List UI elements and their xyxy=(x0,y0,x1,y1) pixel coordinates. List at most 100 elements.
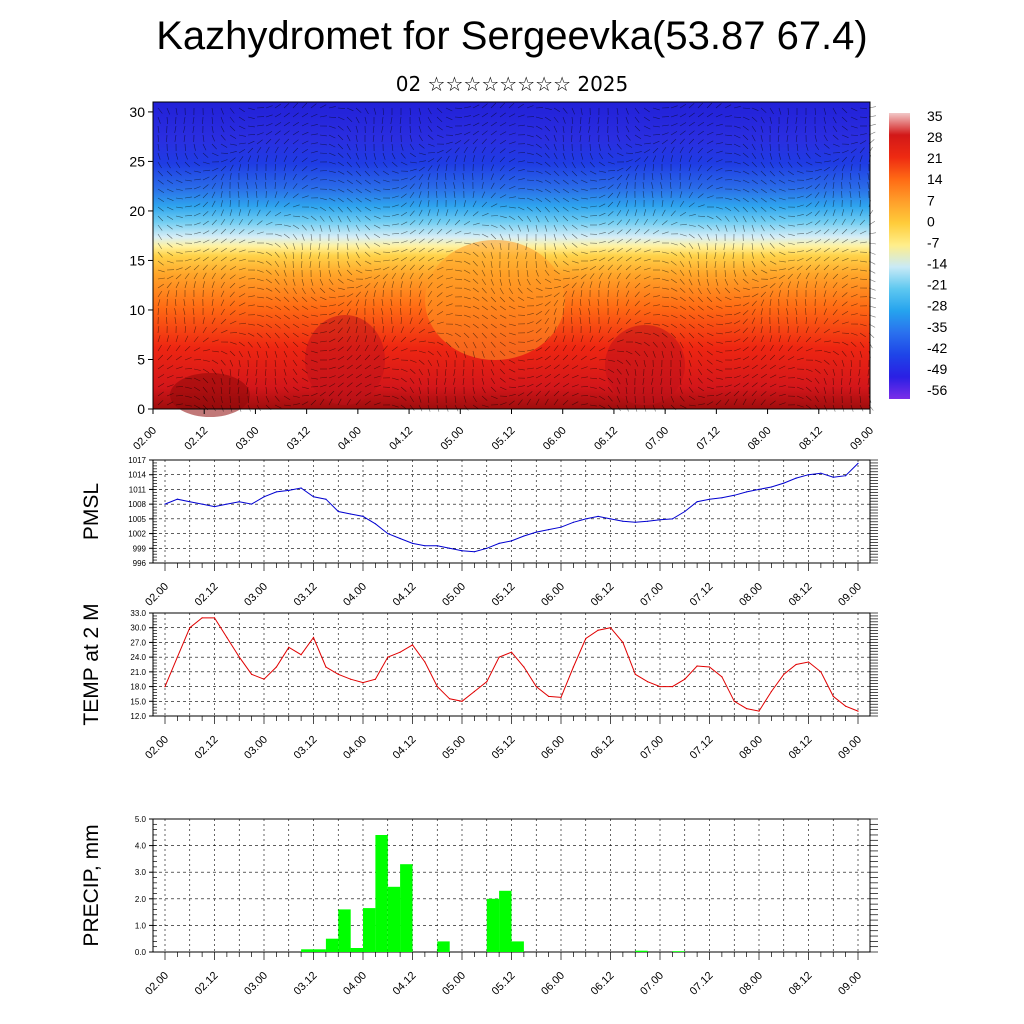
panel-precip-bar xyxy=(400,864,413,952)
panel-temp-data-point xyxy=(498,656,500,658)
panel-temp-y-tick-label: 21.0 xyxy=(130,668,146,677)
panel-pmsl-data-point xyxy=(362,515,364,518)
panel-precip-x-tick-label: 03.12 xyxy=(292,970,320,998)
panel-precip-y-tick-label: 2.0 xyxy=(135,895,147,904)
heatmap-x-tick-label: 09.00 xyxy=(848,425,876,453)
panel-temp-data-point xyxy=(684,678,686,680)
heatmap-x-tick-label: 06.00 xyxy=(541,425,569,453)
panel-temp-x-tick-label: 08.12 xyxy=(787,734,815,762)
panel-pmsl-data-point xyxy=(783,482,785,484)
panel-temp-x-tick-label: 05.12 xyxy=(490,734,518,762)
panel-pmsl-x-tick-label: 04.12 xyxy=(391,581,419,609)
colorbar-label: 28 xyxy=(927,129,943,145)
colorbar-label: 7 xyxy=(927,192,935,208)
panel-precip-bar xyxy=(387,886,401,952)
heatmap-x-tick-label: 05.00 xyxy=(438,425,466,453)
panel-temp-x-tick-label: 09.00 xyxy=(836,734,864,762)
panel-temp-data-point xyxy=(461,700,463,702)
panel-precip-x-tick-label: 02.12 xyxy=(193,970,221,998)
colorbar-label: -28 xyxy=(927,298,947,314)
panel-pmsl-x-tick-label: 06.12 xyxy=(589,581,617,609)
panel-precip-ylabel: PRECIP, mm xyxy=(80,824,103,946)
panel-pmsl-y-tick-label: 1005 xyxy=(128,515,146,524)
panel-pmsl-x-tick-label: 03.12 xyxy=(292,581,320,609)
panel-pmsl-data-point xyxy=(387,533,389,535)
panel-precip-bar xyxy=(672,951,685,952)
panel-pmsl-data-point xyxy=(436,545,438,547)
panel-temp-x-tick-label: 03.12 xyxy=(292,734,320,762)
colorbar-label: -56 xyxy=(927,382,947,398)
heatmap-x-tick-label: 07.00 xyxy=(643,425,671,453)
panel-pmsl-x-tick-label: 09.00 xyxy=(836,581,864,609)
panel-pmsl-x-tick-label: 08.12 xyxy=(787,581,815,609)
panel-pmsl-y-tick-label: 1017 xyxy=(128,456,146,465)
panel-pmsl-y-tick-label: 1011 xyxy=(129,485,147,494)
heatmap-y-tick-label: 30 xyxy=(129,104,145,120)
panel-precip-x-tick-label: 03.00 xyxy=(242,970,270,998)
panel-pmsl-data-point xyxy=(684,510,686,513)
panel-precip-x-tick-label: 04.00 xyxy=(341,970,369,998)
panel-precip-x-tick-label: 06.00 xyxy=(539,970,567,998)
panel-temp-data-point xyxy=(671,686,674,688)
colorbar-label: -14 xyxy=(927,256,947,272)
panel-temp-data-point xyxy=(251,673,253,675)
panel-temp-data-point xyxy=(696,665,698,667)
panel-pmsl-x-tick-label: 07.00 xyxy=(638,581,666,609)
panel-pmsl-data-point xyxy=(807,474,810,476)
panel-temp-data-point xyxy=(337,673,339,675)
panel-pmsl-data-point xyxy=(845,475,847,477)
panel-precip-bar xyxy=(437,941,450,952)
panel-precip-bar xyxy=(301,949,314,952)
panel-pmsl-x-tick-label: 07.12 xyxy=(688,581,716,609)
panel-precip-bar xyxy=(486,898,500,952)
panel-temp-y-tick-label: 18.0 xyxy=(130,683,146,692)
colorbar-label: 21 xyxy=(927,150,943,166)
panel-temp-data-point xyxy=(585,637,587,640)
heatmap-blob xyxy=(170,373,250,417)
panel-temp-data-point xyxy=(845,705,847,707)
heatmap-x-tick-label: 03.00 xyxy=(234,425,262,453)
panel-temp-data-point xyxy=(213,617,216,619)
panel-temp-y-tick-label: 12.0 xyxy=(130,712,146,721)
panel-temp-data-point xyxy=(597,629,599,631)
heatmap-y-tick-label: 10 xyxy=(129,302,145,318)
panel-precip-x-tick-label: 07.12 xyxy=(688,970,716,998)
panel-temp-y-tick-label: 33.0 xyxy=(130,609,146,618)
panel-precip-y-tick-label: 0.0 xyxy=(135,948,147,957)
panel-temp-y-tick-label: 27.0 xyxy=(130,638,146,647)
heatmap-blob xyxy=(425,240,565,360)
panel-pmsl-data-point xyxy=(758,488,760,490)
panel-pmsl-data-point xyxy=(820,472,822,474)
colorbar-label: -42 xyxy=(927,340,947,356)
panel-temp-data-point xyxy=(721,676,723,678)
panel-pmsl-data-point xyxy=(213,506,216,508)
panel-temp-data-point xyxy=(275,666,277,668)
panel-pmsl-data-point xyxy=(622,520,624,522)
heatmap-x-tick-label: 05.12 xyxy=(490,425,518,453)
panel-pmsl-data-point xyxy=(795,477,797,479)
panel-temp-data-point xyxy=(634,673,636,675)
panel-temp-data-point xyxy=(572,666,575,668)
panel-pmsl-data-point xyxy=(461,550,463,552)
heatmap-y-tick-label: 25 xyxy=(129,153,145,169)
panel-pmsl-data-point xyxy=(449,547,451,549)
heatmap-blob xyxy=(305,315,385,405)
panel-temp-data-point xyxy=(399,651,401,653)
panel-temp-data-point xyxy=(312,636,315,639)
panel-pmsl-data-point xyxy=(535,531,537,533)
panel-pmsl-data-point xyxy=(721,497,723,499)
colorbar-label: 0 xyxy=(927,213,935,229)
panel-temp-data-point xyxy=(758,710,760,712)
heatmap-x-tick-label: 04.00 xyxy=(336,425,364,453)
panel-temp-y-tick-label: 30.0 xyxy=(130,624,146,633)
panel-temp-data-point xyxy=(300,654,302,656)
panel-precip-bar xyxy=(511,941,524,952)
panel-temp-x-tick-label: 04.12 xyxy=(391,734,419,762)
heatmap-y-tick-label: 15 xyxy=(129,252,145,268)
panel-temp-data-point xyxy=(795,663,797,666)
heatmap-y-tick-label: 5 xyxy=(137,351,145,367)
panel-pmsl-x-tick-label: 04.00 xyxy=(341,581,369,609)
panel-pmsl-x-tick-label: 06.00 xyxy=(539,581,567,609)
panel-pmsl-data-point xyxy=(473,551,475,553)
panel-precip-y-tick-label: 3.0 xyxy=(135,868,147,877)
